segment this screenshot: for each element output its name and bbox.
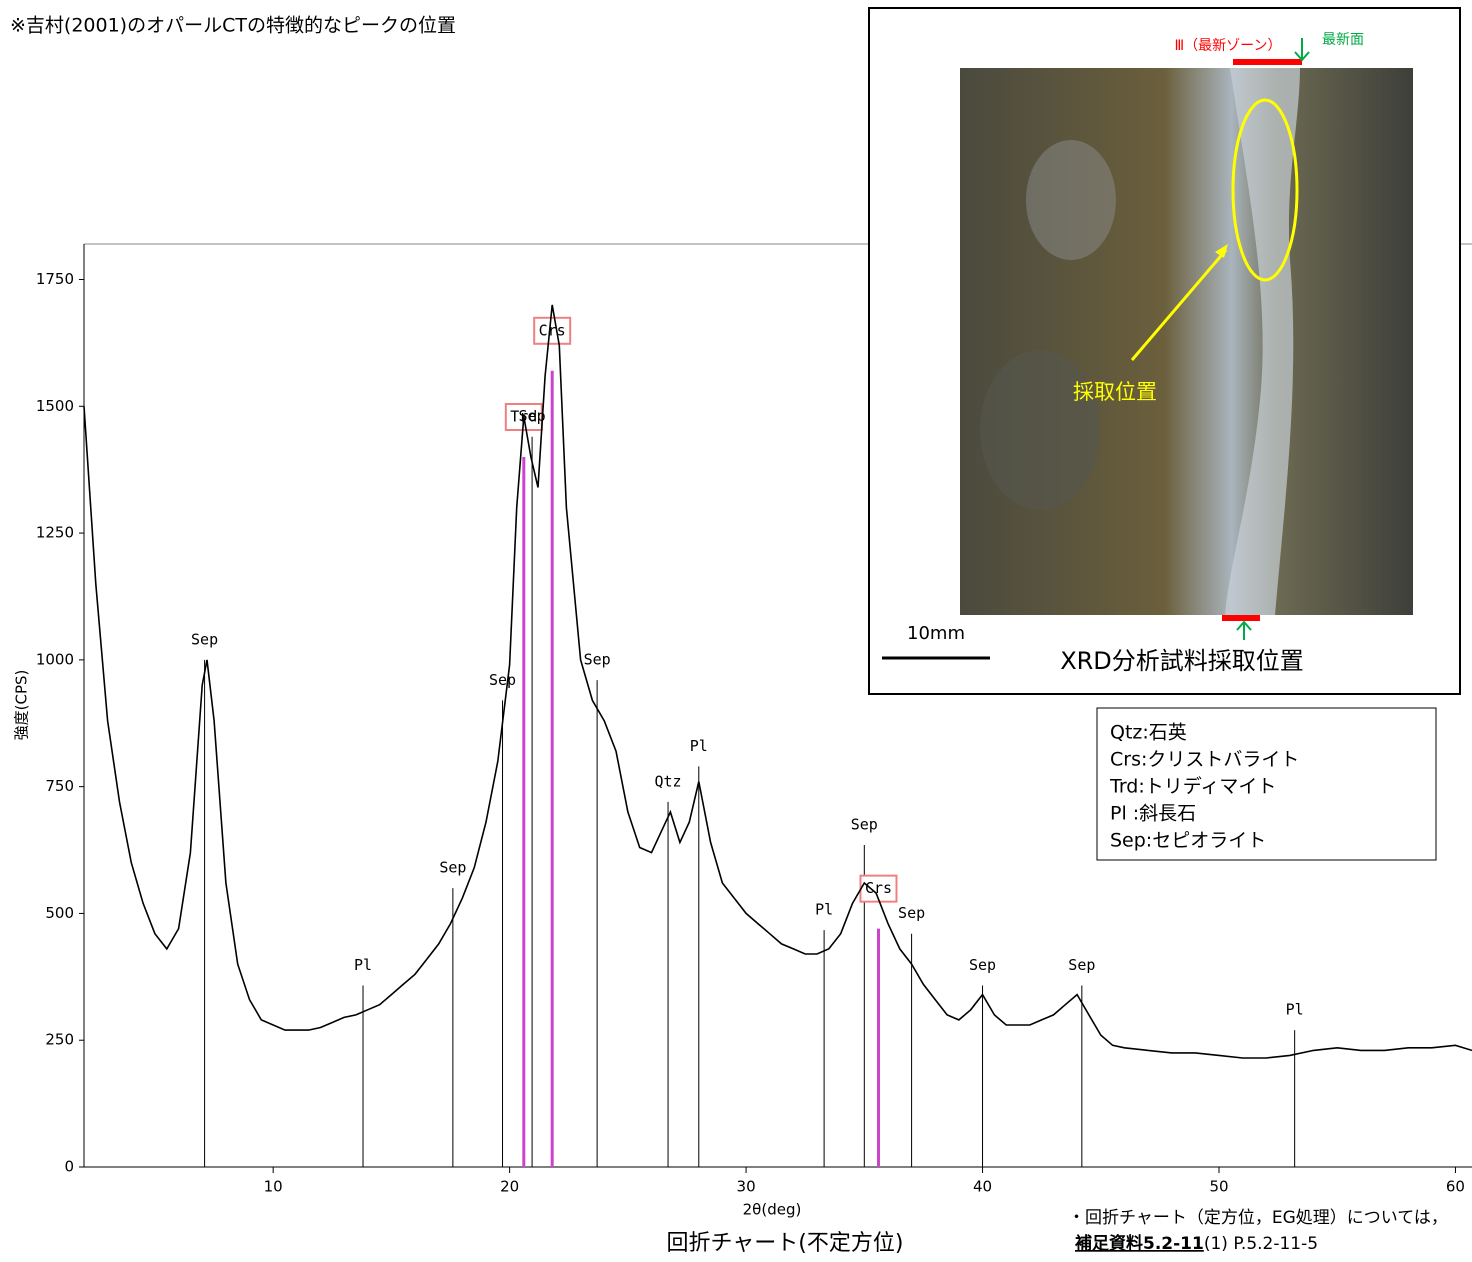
peak-label: Sep xyxy=(191,630,218,648)
x-tick-label: 60 xyxy=(1446,1178,1465,1196)
peak-label: Sep xyxy=(584,651,611,669)
y-tick-label: 250 xyxy=(45,1031,74,1049)
legend-note: Sep:セピオライト xyxy=(1110,830,1266,852)
photo-panel: 採取位置 Ⅲ（最新ゾーン） 最新面 10mm XRD分析試料採取位置 xyxy=(869,8,1460,694)
x-axis-label: 2θ(deg) xyxy=(743,1201,802,1219)
legend-note: Pl :斜長石 xyxy=(1110,803,1196,825)
x-tick-label: 40 xyxy=(973,1178,992,1196)
rock-image xyxy=(960,68,1413,615)
reference-bold: 補足資料5.2-11 xyxy=(1074,1233,1204,1254)
note: ・回折チャート（定方位，EG処理）については， xyxy=(1068,1208,1448,1228)
peak-label: Crs xyxy=(539,321,566,339)
peak-label: Crs xyxy=(865,879,892,897)
reference: 補足資料5.2-11(1) P.5.2-11-5 xyxy=(1074,1233,1318,1254)
peak-label: Qtz xyxy=(655,772,682,790)
y-tick-label: 1250 xyxy=(36,524,74,542)
y-tick-label: 500 xyxy=(45,904,74,922)
reference-rest: (1) P.5.2-11-5 xyxy=(1204,1234,1318,1254)
peak-label: Pl xyxy=(354,956,372,974)
newest-surface: 最新面 xyxy=(1322,32,1364,48)
legend-note: Trd:トリディマイト xyxy=(1109,776,1276,798)
peak-label: Pl xyxy=(815,901,833,919)
zone-label: Ⅲ（最新ゾーン） xyxy=(1175,38,1282,54)
x-tick-label: 10 xyxy=(264,1178,283,1196)
peak-label: Pl xyxy=(690,737,708,755)
legend-note: Crs:クリストバライト xyxy=(1110,749,1299,771)
x-tick-label: 50 xyxy=(1209,1178,1228,1196)
y-tick-label: 1500 xyxy=(36,397,74,415)
peak-label: Sep xyxy=(969,956,996,974)
caption: 回折チャート(不定方位) xyxy=(667,1231,904,1256)
y-axis-label: 強度(CPS) xyxy=(13,670,31,741)
legend-note: Qtz:石英 xyxy=(1110,722,1187,744)
peak-label: Sep xyxy=(898,904,925,922)
peak-label: Pl xyxy=(1286,1001,1304,1019)
peak-label: Sep xyxy=(489,671,516,689)
y-tick-label: 1000 xyxy=(36,650,74,668)
photo-caption: XRD分析試料採取位置 xyxy=(1060,647,1304,675)
peak-label: Sep xyxy=(1068,956,1095,974)
scale-label: 10mm xyxy=(907,623,965,644)
peak-label: Sep xyxy=(851,815,878,833)
peak-label: Sep xyxy=(439,859,466,877)
sampling-label: 採取位置 xyxy=(1073,380,1157,404)
clast xyxy=(980,350,1100,510)
y-tick-label: 0 xyxy=(64,1158,74,1176)
page-title: ※吉村(2001)のオパールCTの特徴的なピークの位置 xyxy=(10,15,456,37)
x-tick-label: 20 xyxy=(500,1178,519,1196)
y-tick-label: 750 xyxy=(45,777,74,795)
clast xyxy=(1026,140,1116,260)
x-tick-label: 30 xyxy=(737,1178,756,1196)
y-tick-label: 1750 xyxy=(36,270,74,288)
